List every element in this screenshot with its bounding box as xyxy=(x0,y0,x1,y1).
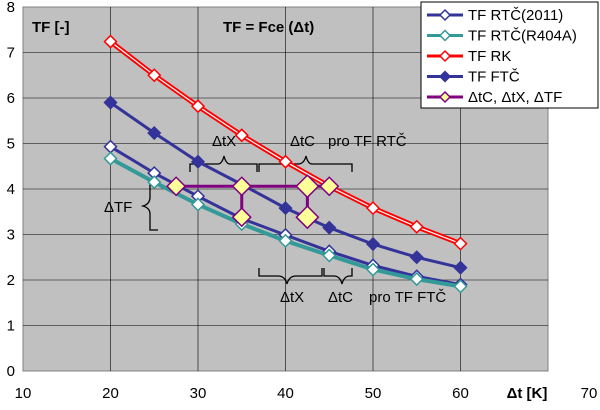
x-tick-label-3: 40 xyxy=(277,385,294,402)
point-3-8 xyxy=(453,260,468,275)
annotation-bottom-dtx: ΔtX xyxy=(280,289,304,306)
point-2-1 xyxy=(147,68,162,83)
point-3-7 xyxy=(409,250,424,265)
annotation-bottom-suffix: pro TF FTČ xyxy=(369,289,446,306)
point-3-2 xyxy=(190,154,206,169)
y-tick-label-2: 2 xyxy=(7,272,15,289)
point-1-4 xyxy=(278,233,293,248)
annotation-left-dtf: ΔTF xyxy=(104,199,132,216)
legend-swatch-marker-3 xyxy=(438,70,452,83)
point-1-0 xyxy=(103,151,118,166)
point-4-1 xyxy=(231,176,252,197)
point-2-7 xyxy=(409,219,424,234)
legend-label-2: TF RK xyxy=(468,48,511,65)
legend-label-4: ΔtC, ΔtX, ΔTF xyxy=(468,89,562,106)
point-1-5 xyxy=(322,248,337,263)
point-1-8 xyxy=(453,279,468,294)
point-3-1 xyxy=(147,125,162,141)
y-tick-label-7: 7 xyxy=(7,45,15,62)
point-4-2 xyxy=(295,174,320,199)
point-2-2 xyxy=(190,99,206,114)
y-tick-label-6: 6 xyxy=(7,90,15,107)
annotation-bottom-dtc: ΔtC xyxy=(328,289,353,306)
y-tick-label-8: 8 xyxy=(7,0,15,16)
x-tick-label-5: 60 xyxy=(452,385,469,402)
bracket-annotations xyxy=(140,155,353,285)
top-bracket-dtc xyxy=(258,155,353,172)
legend-entry-3: TF FTČ xyxy=(427,69,520,86)
legend-label-3: TF FTČ xyxy=(468,69,520,86)
x-tick-label-4: 50 xyxy=(365,385,382,402)
left-bracket-dtf xyxy=(140,179,158,231)
point-3-6 xyxy=(365,236,381,252)
point-3-4 xyxy=(278,201,293,216)
legend: TF RTČ(2011) TF RTČ(R404A) TF RK TF FTČ ΔtC,… xyxy=(420,1,599,109)
y-tick-label-0: 0 xyxy=(7,363,15,380)
legend-swatch-marker-0 xyxy=(438,8,452,22)
extra-point-0 xyxy=(231,207,252,228)
series-4 xyxy=(166,174,340,230)
annotation-top-dtc: ΔtC xyxy=(290,133,315,150)
x-tick-label-last: 70 xyxy=(581,385,598,402)
extra-point-2 xyxy=(319,176,340,197)
point-2-3 xyxy=(234,128,249,143)
point-3-0 xyxy=(103,95,118,110)
y-axis-title: TF [-] xyxy=(32,19,69,36)
point-1-1 xyxy=(147,175,162,190)
y-tick-label-5: 5 xyxy=(7,136,15,153)
series-layer xyxy=(103,34,468,294)
point-2-4 xyxy=(278,154,293,169)
legend-swatch-marker-1 xyxy=(438,29,452,42)
series-3 xyxy=(103,95,468,275)
point-2-0 xyxy=(103,34,118,49)
y-tick-label-3: 3 xyxy=(7,227,15,244)
point-2-6 xyxy=(365,201,381,216)
point-1-7 xyxy=(409,272,424,287)
point-3-5 xyxy=(322,220,337,235)
y-tick-label-4: 4 xyxy=(7,181,15,198)
legend-entry-2: TF RK xyxy=(427,48,511,65)
bottom-bracket-dtx xyxy=(258,268,323,285)
legend-entry-0: TF RTČ(2011) xyxy=(427,7,563,24)
x-axis-title: Δt [K] xyxy=(507,385,548,402)
legend-entry-1: TF RTČ(R404A) xyxy=(427,28,577,45)
x-tick-label-1: 20 xyxy=(102,385,119,402)
point-4-0 xyxy=(166,176,187,197)
chart-title: TF = Fce (Δt) xyxy=(223,19,314,36)
annotation-top-dtx: ΔtX xyxy=(212,133,236,150)
x-tick-label-0: 10 xyxy=(15,385,32,402)
legend-label-0: TF RTČ(2011) xyxy=(468,7,563,24)
x-tick-label-2: 30 xyxy=(190,385,207,402)
bottom-bracket-dtc xyxy=(323,268,353,285)
point-1-6 xyxy=(365,262,381,277)
annotation-top-suffix: pro TF RTČ xyxy=(328,133,407,150)
legend-entry-4: ΔtC, ΔtX, ΔTF xyxy=(427,89,562,106)
legend-swatch-marker-4 xyxy=(438,90,452,104)
point-2-8 xyxy=(453,236,468,251)
legend-label-1: TF RTČ(R404A) xyxy=(468,28,577,45)
top-bracket-dtx xyxy=(189,155,258,172)
point-1-2 xyxy=(190,197,206,212)
extra-point-1 xyxy=(295,205,320,230)
legend-swatch-marker-2 xyxy=(438,49,452,63)
tick-labels: 0 1 2 3 4 5 6 7 8 10 20 30 40 50 60 70 xyxy=(7,0,598,402)
y-tick-label-1: 1 xyxy=(7,318,15,335)
